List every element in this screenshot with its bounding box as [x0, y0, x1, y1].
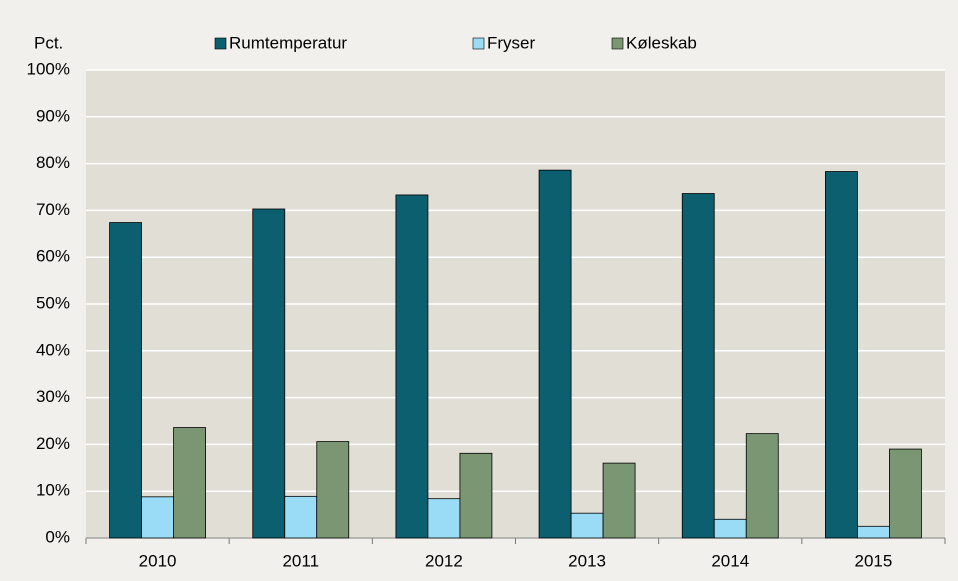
bar: [538, 169, 572, 539]
bar: [316, 441, 350, 539]
bar: [713, 518, 747, 539]
legend-swatch: [611, 37, 624, 50]
y-tick-label: 70%: [36, 200, 70, 219]
bar: [109, 222, 142, 539]
bar: [173, 427, 206, 539]
bar: [395, 194, 429, 539]
bar: [459, 452, 493, 539]
y-tick-label: 20%: [36, 434, 70, 453]
y-tick-label: 10%: [36, 481, 70, 500]
y-tick-label: 0%: [45, 527, 70, 546]
x-tick-label: 2010: [139, 551, 177, 570]
bar: [602, 462, 636, 539]
bar: [745, 433, 779, 539]
bar: [825, 171, 858, 539]
bar: [681, 193, 715, 539]
legend-label: Køleskab: [626, 33, 697, 52]
y-axis-label: Pct.: [34, 33, 63, 52]
legend-label: Fryser: [487, 33, 536, 52]
bar: [889, 448, 922, 539]
x-tick-label: 2011: [282, 551, 319, 570]
y-tick-label: 60%: [36, 247, 70, 266]
bar: [141, 496, 174, 539]
y-tick-label: 90%: [36, 106, 70, 125]
y-tick-label: 40%: [36, 340, 70, 359]
y-tick-label: 100%: [27, 59, 70, 78]
bar: [252, 208, 286, 539]
bar: [284, 495, 318, 539]
legend-swatch: [472, 37, 485, 50]
x-tick-label: 2014: [711, 551, 749, 570]
y-tick-label: 80%: [36, 153, 70, 172]
bar: [857, 525, 890, 539]
y-tick-label: 30%: [36, 387, 70, 406]
x-tick-label: 2012: [425, 551, 463, 570]
legend-swatch: [214, 37, 227, 50]
bar: [427, 498, 461, 539]
bar: [570, 512, 604, 539]
y-tick-label: 50%: [36, 293, 70, 312]
legend-label: Rumtemperatur: [229, 33, 347, 52]
x-tick-label: 2015: [855, 551, 893, 570]
x-tick-label: 2013: [568, 551, 606, 570]
